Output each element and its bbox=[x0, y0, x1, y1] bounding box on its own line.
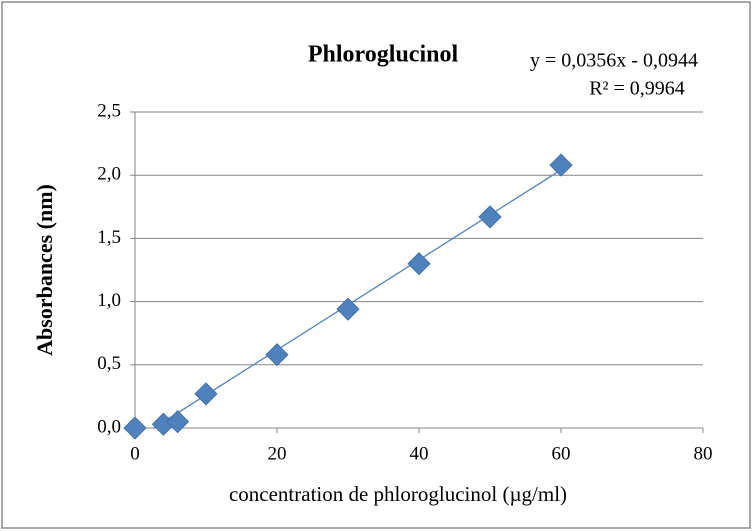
y-tick-label: 2,5 bbox=[97, 100, 121, 121]
data-point bbox=[336, 297, 360, 321]
y-axis-label: Absorbances (nm) bbox=[32, 184, 57, 356]
data-point bbox=[123, 416, 147, 440]
y-tick-label: 0,0 bbox=[97, 416, 121, 437]
trendline-equation: y = 0,0356x - 0,0944 bbox=[530, 50, 698, 72]
y-tick-label: 1,0 bbox=[97, 290, 121, 311]
data-point bbox=[478, 205, 502, 229]
chart-title: Phloroglucinol bbox=[308, 42, 459, 68]
x-tick-label: 0 bbox=[130, 443, 140, 464]
data-point bbox=[194, 382, 218, 406]
y-tick-label: 2,0 bbox=[97, 164, 121, 185]
trendline-r2: R² = 0,9964 bbox=[589, 78, 685, 100]
data-point bbox=[166, 410, 190, 434]
y-tick-label: 0,5 bbox=[97, 353, 121, 374]
x-tick-label: 80 bbox=[694, 443, 713, 464]
y-tick-label: 1,5 bbox=[97, 227, 121, 248]
x-axis-label: concentration de phloroglucinol (µg/ml) bbox=[229, 482, 567, 506]
x-tick-label: 20 bbox=[268, 443, 287, 464]
data-point bbox=[549, 153, 573, 177]
x-tick-label: 60 bbox=[552, 443, 571, 464]
data-point bbox=[265, 343, 289, 367]
x-tick-label: 40 bbox=[410, 443, 429, 464]
data-point bbox=[407, 252, 431, 276]
